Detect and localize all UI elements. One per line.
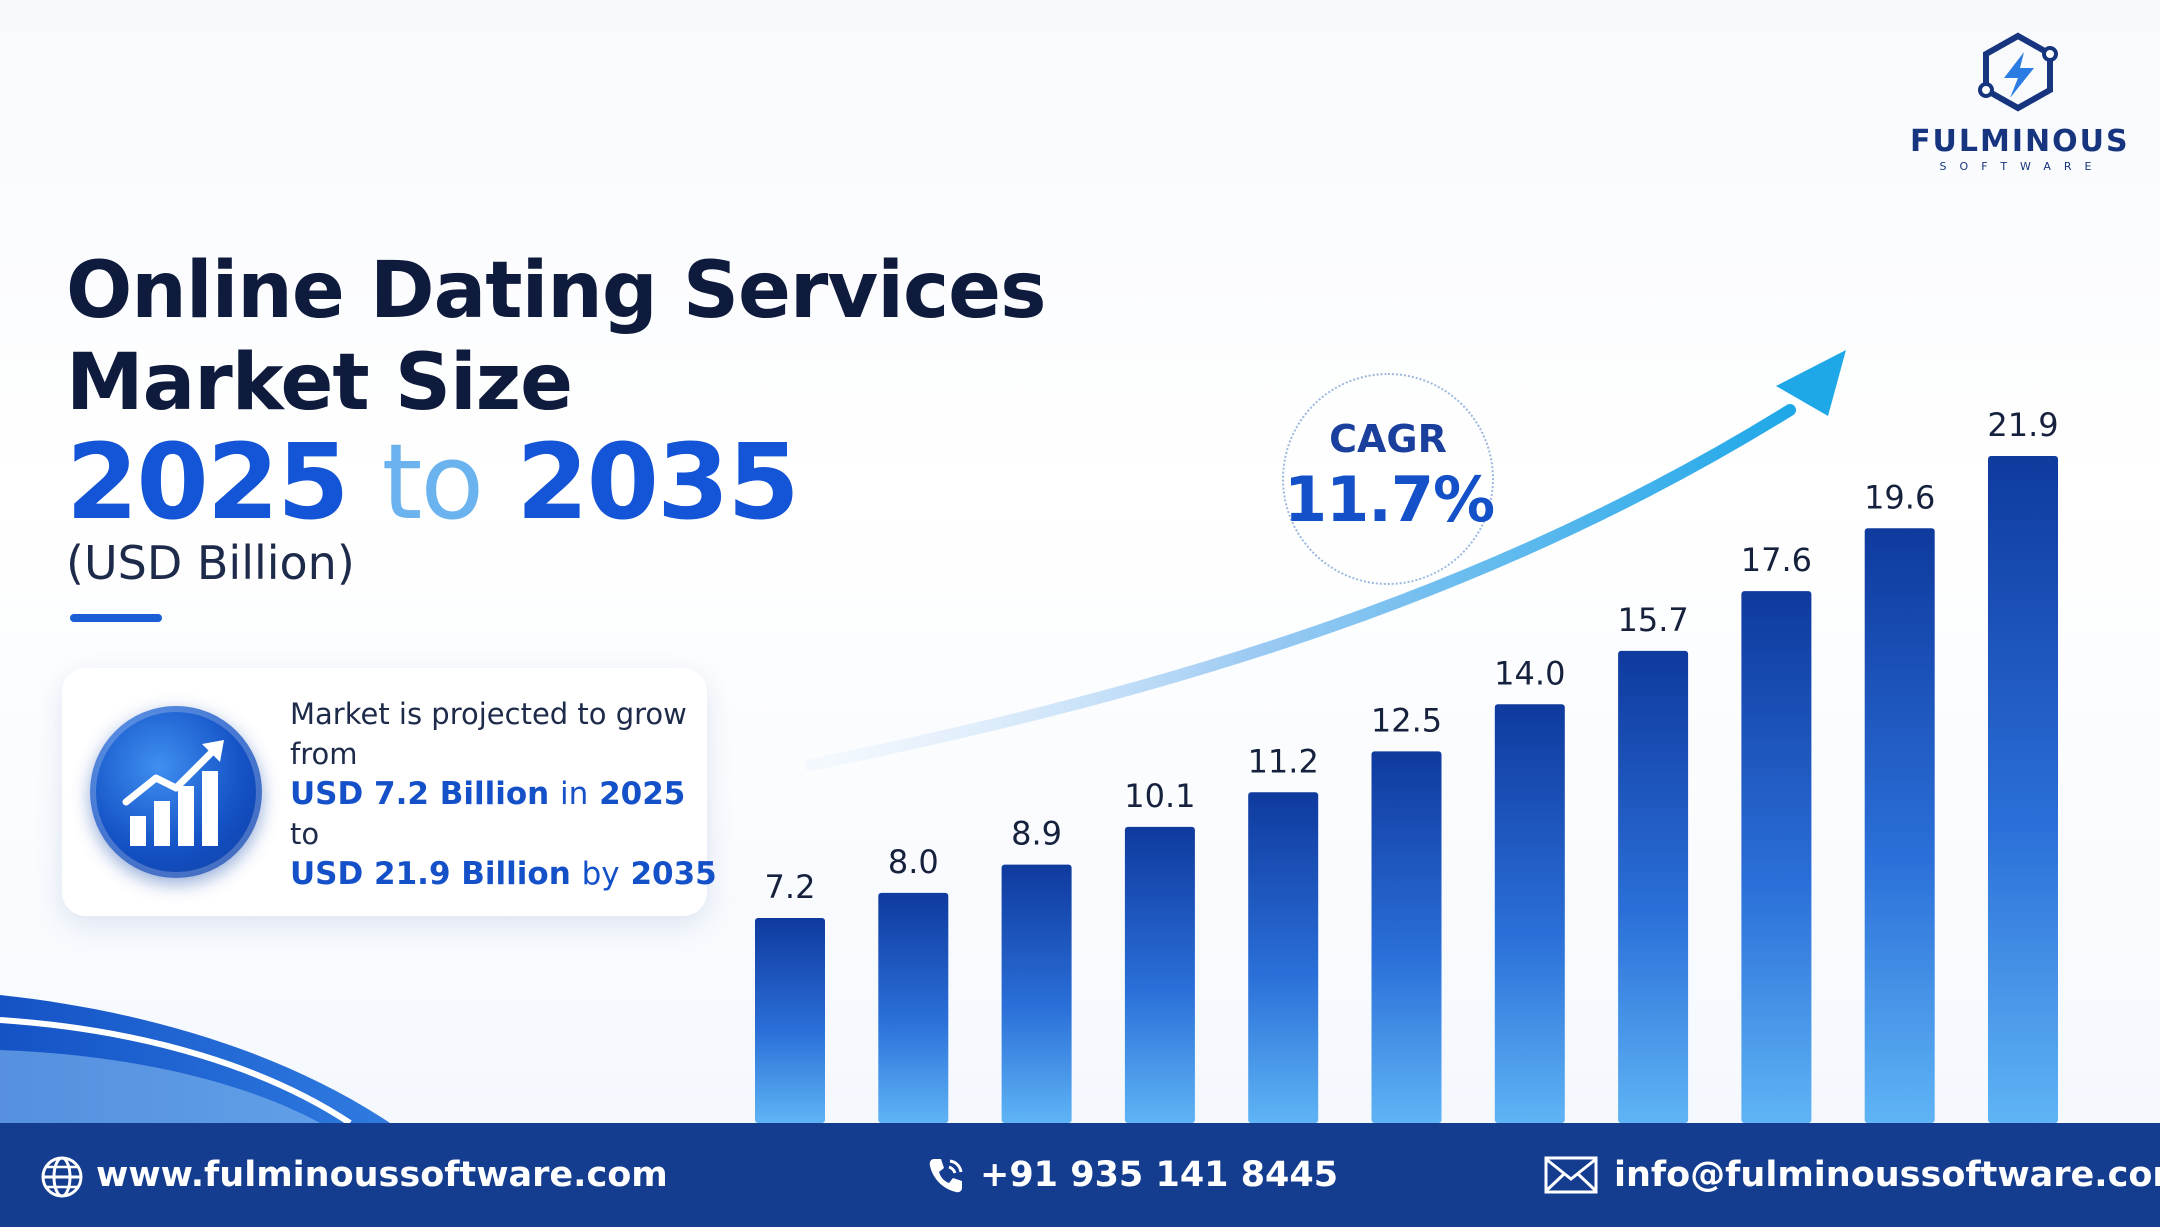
footer-email-text[interactable]: info@fulminoussoftware.com (1614, 1155, 2160, 1195)
bar-value-label-2029: 11.2 (1248, 742, 1319, 780)
summary-end-year: 2035 (630, 856, 717, 892)
cagr-label: CAGR (1329, 417, 1447, 461)
bar-value-label-2025: 7.2 (765, 868, 816, 906)
bar-value-label-2028: 10.1 (1124, 777, 1195, 815)
bar-2031 (1494, 704, 1565, 1123)
summary-start-in: in (560, 776, 589, 812)
bar-2030 (1371, 751, 1442, 1123)
mail-icon (1544, 1156, 1598, 1194)
unit-label: (USD Billion) (66, 536, 355, 590)
logo-subtitle: SOFTWARE (1939, 160, 2105, 173)
bar-2034 (1864, 528, 1935, 1123)
summary-card: Market is projected to grow from USD 7.2… (62, 668, 717, 916)
footer-phone-text[interactable]: +91 935 141 8445 (980, 1155, 1339, 1195)
bar-value-label-2034: 19.6 (1864, 478, 1935, 516)
accent-divider (70, 614, 162, 622)
summary-line-2: from (290, 737, 358, 771)
growth-arrow-head (1776, 350, 1846, 416)
footer-bar: www.fulminoussoftware.com +91 935 141 84… (0, 1123, 2160, 1227)
summary-text: Market is projected to grow from USD 7.2… (290, 694, 717, 894)
bar-value-label-2033: 17.6 (1741, 541, 1812, 579)
year-end: 2035 (516, 421, 799, 543)
bar-2032 (1618, 650, 1689, 1123)
summary-end: USD 21.9 Billion by 2035 (290, 854, 717, 894)
background-swoosh-white (0, 1017, 352, 1126)
bar-2029 (1248, 792, 1319, 1123)
summary-end-by: by (581, 856, 620, 892)
cagr-value: 11.7% (1284, 463, 1495, 536)
bar-2026 (878, 892, 949, 1123)
logo-name: FULMINOUS (1910, 124, 2130, 159)
bar-2027 (1001, 864, 1072, 1123)
summary-start-value: USD 7.2 Billion (290, 776, 550, 812)
bar-value-label-2027: 8.9 (1011, 815, 1062, 853)
summary-end-value: USD 21.9 Billion (290, 856, 571, 892)
globe-icon (41, 1156, 83, 1198)
title-line-1: Online Dating Services (66, 246, 1047, 336)
growth-arrow (804, 404, 1796, 771)
bar-2025 (755, 918, 825, 1123)
bar-value-label-2031: 14.0 (1494, 654, 1565, 692)
bar-2035 (1988, 456, 2058, 1123)
summary-to: to (290, 817, 320, 851)
bar-value-label-2026: 8.0 (888, 843, 939, 881)
footer-email[interactable]: info@fulminoussoftware.com (1544, 1153, 2160, 1197)
phone-icon (929, 1159, 963, 1193)
footer-website[interactable]: www.fulminoussoftware.com (40, 1153, 668, 1198)
footer-phone[interactable]: +91 935 141 8445 (926, 1153, 1338, 1197)
bar-value-label-2030: 12.5 (1371, 701, 1442, 739)
footer-website-text[interactable]: www.fulminoussoftware.com (96, 1155, 668, 1195)
background-swoosh-light (0, 1050, 320, 1123)
bar-2033 (1741, 591, 1812, 1123)
summary-line-1: Market is projected to grow (290, 697, 687, 731)
title-line-2: Market Size (66, 338, 573, 428)
bar-value-label-2035: 21.9 (1987, 406, 2058, 444)
growth-chart-icon (90, 706, 262, 878)
lightning-hexagon-icon (1978, 32, 2058, 112)
bar-2028 (1124, 826, 1195, 1123)
bar-value-label-2032: 15.7 (1617, 601, 1688, 639)
summary-start-year: 2025 (599, 776, 686, 812)
year-start: 2025 (66, 421, 349, 543)
year-range: 2025 to 2035 (66, 430, 800, 534)
year-to: to (381, 421, 484, 543)
summary-start: USD 7.2 Billion in 2025 (290, 774, 690, 814)
cagr-badge: CAGR 11.7% (1282, 373, 1495, 585)
company-logo: FULMINOUS SOFTWARE (1910, 28, 2130, 178)
